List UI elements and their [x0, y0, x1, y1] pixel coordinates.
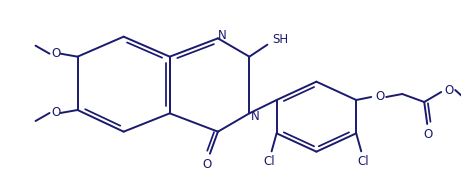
Text: O: O: [51, 107, 60, 120]
Text: Cl: Cl: [357, 155, 369, 168]
Text: N: N: [218, 29, 226, 42]
Text: O: O: [202, 158, 212, 171]
Text: O: O: [424, 128, 433, 142]
Text: SH: SH: [272, 33, 289, 46]
Text: O: O: [51, 47, 60, 60]
Text: N: N: [251, 110, 260, 123]
Text: O: O: [444, 83, 454, 97]
Text: Cl: Cl: [264, 155, 275, 168]
Text: O: O: [376, 90, 385, 104]
